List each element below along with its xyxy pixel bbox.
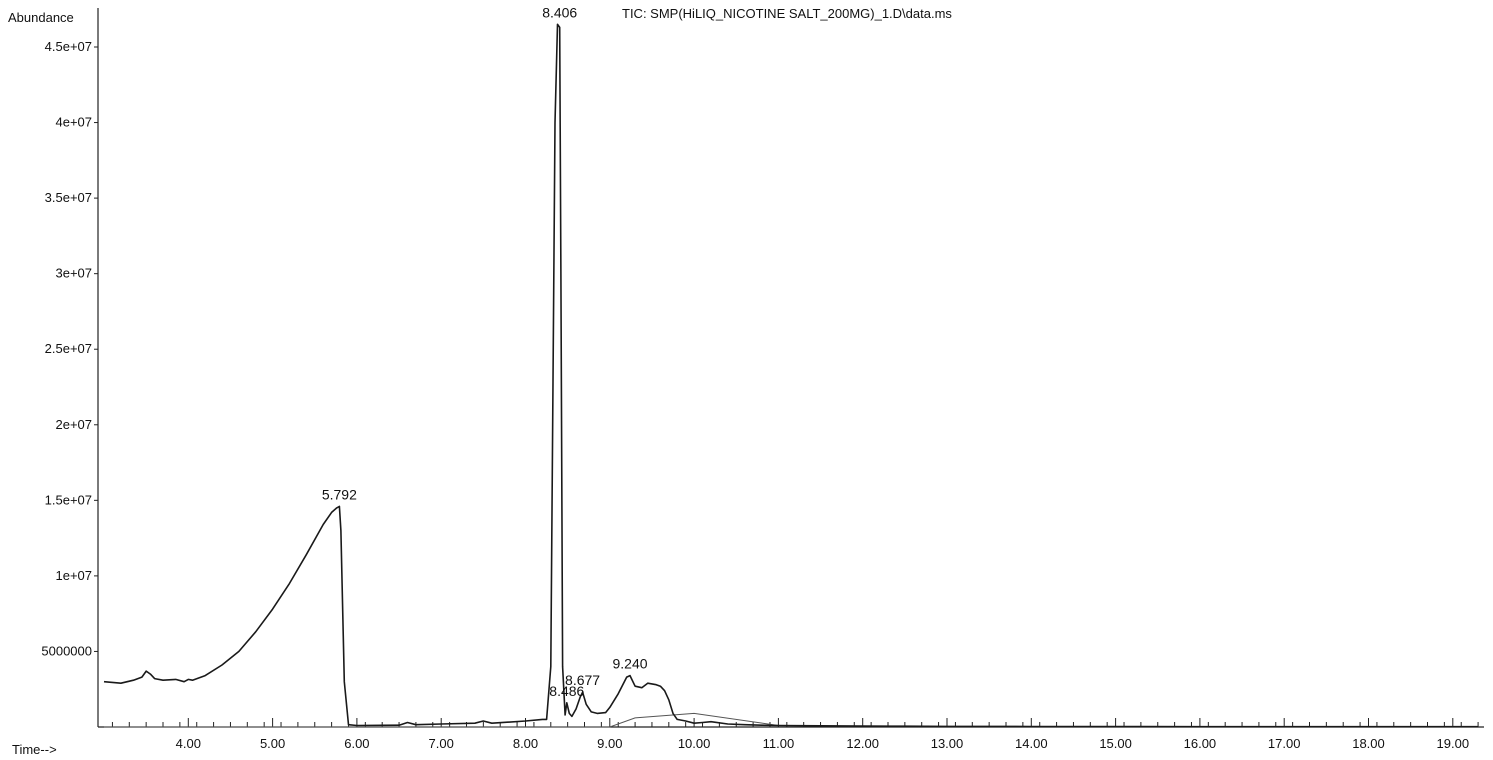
- x-tick-label: 13.00: [931, 736, 964, 751]
- tic-trace: [103, 23, 1479, 728]
- x-tick-label: 14.00: [1015, 736, 1048, 751]
- x-axis: 4.00 5.00 6.00 7.00 8.00 9.00 10.00 11.00 12.00 1…: [111, 718, 1479, 751]
- x-tick-label: 10.00: [678, 736, 711, 751]
- x-tick-label: 11.00: [763, 736, 795, 751]
- x-tick-label: 16.00: [1184, 736, 1217, 751]
- x-tick-label: 5.00: [260, 736, 285, 751]
- baseline-group: [104, 712, 779, 728]
- y-tick-label: 2e+07: [55, 417, 92, 432]
- x-tick-label: 18.00: [1352, 736, 1385, 751]
- peak-label: 8.406: [542, 4, 577, 20]
- peak-label: 8.486: [549, 683, 584, 699]
- plot-frame: [97, 8, 1484, 728]
- x-axis-title: Time-->: [12, 742, 57, 757]
- x-tick-label: 15.00: [1099, 736, 1132, 751]
- trace-group: [103, 23, 1479, 728]
- x-tick-label: 6.00: [344, 736, 369, 751]
- x-tick-label: 12.00: [846, 736, 879, 751]
- x-tick-label: 19.00: [1437, 736, 1470, 751]
- y-axis-title: Abundance: [8, 10, 74, 25]
- y-tick-label: 1e+07: [55, 568, 92, 583]
- y-tick-label: 4.5e+07: [45, 39, 92, 54]
- y-tick-label: 3.5e+07: [45, 190, 92, 205]
- y-tick-label: 3e+07: [55, 266, 92, 281]
- x-tick-label: 17.00: [1268, 736, 1301, 751]
- x-tick-label: 8.00: [513, 736, 538, 751]
- peak-label: 9.240: [613, 656, 648, 672]
- chart-title: TIC: SMP(HiLIQ_NICOTINE SALT_200MG)_1.D\…: [622, 6, 952, 21]
- integration-baseline: [104, 712, 779, 728]
- y-axis: 5000000 1e+07 1.5e+07 2e+07 2.5e+07 3e+07 3.5e…: [41, 39, 98, 658]
- peak-label: 5.792: [322, 486, 357, 502]
- peak-label: 8.677: [565, 672, 600, 688]
- x-tick-label: 7.00: [429, 736, 454, 751]
- x-tick-label: 9.00: [597, 736, 622, 751]
- x-tick-label: 4.00: [176, 736, 201, 751]
- y-tick-label: 4e+07: [55, 115, 92, 130]
- y-tick-label: 1.5e+07: [45, 492, 92, 507]
- y-tick-label: 2.5e+07: [45, 341, 92, 356]
- y-tick-label: 5000000: [41, 643, 92, 658]
